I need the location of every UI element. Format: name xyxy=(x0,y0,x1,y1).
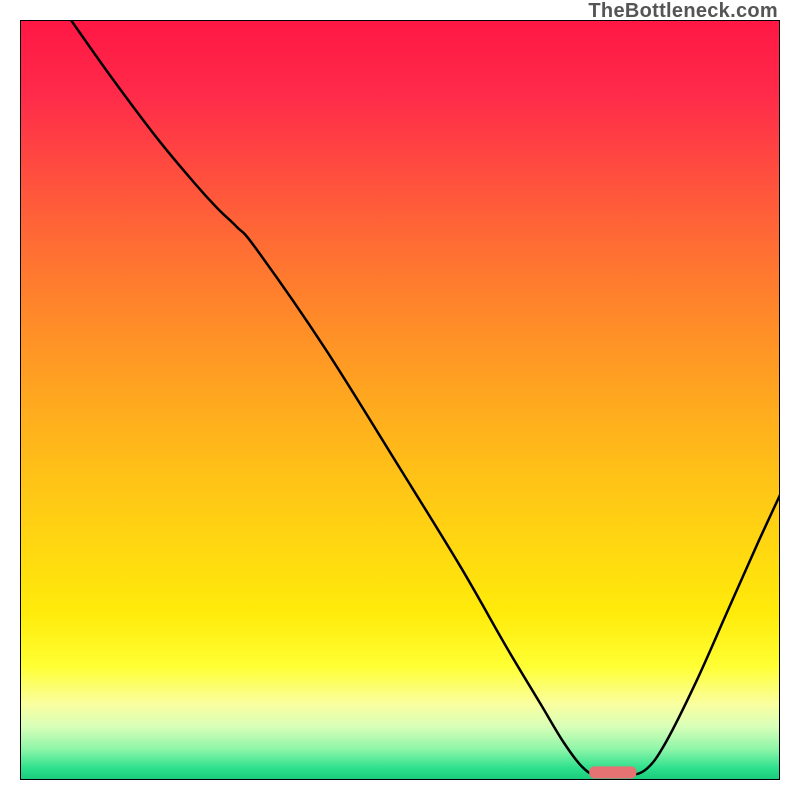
gradient-background xyxy=(20,20,780,780)
chart-svg xyxy=(20,20,780,780)
bottleneck-chart xyxy=(20,20,780,780)
optimal-marker xyxy=(589,766,636,778)
